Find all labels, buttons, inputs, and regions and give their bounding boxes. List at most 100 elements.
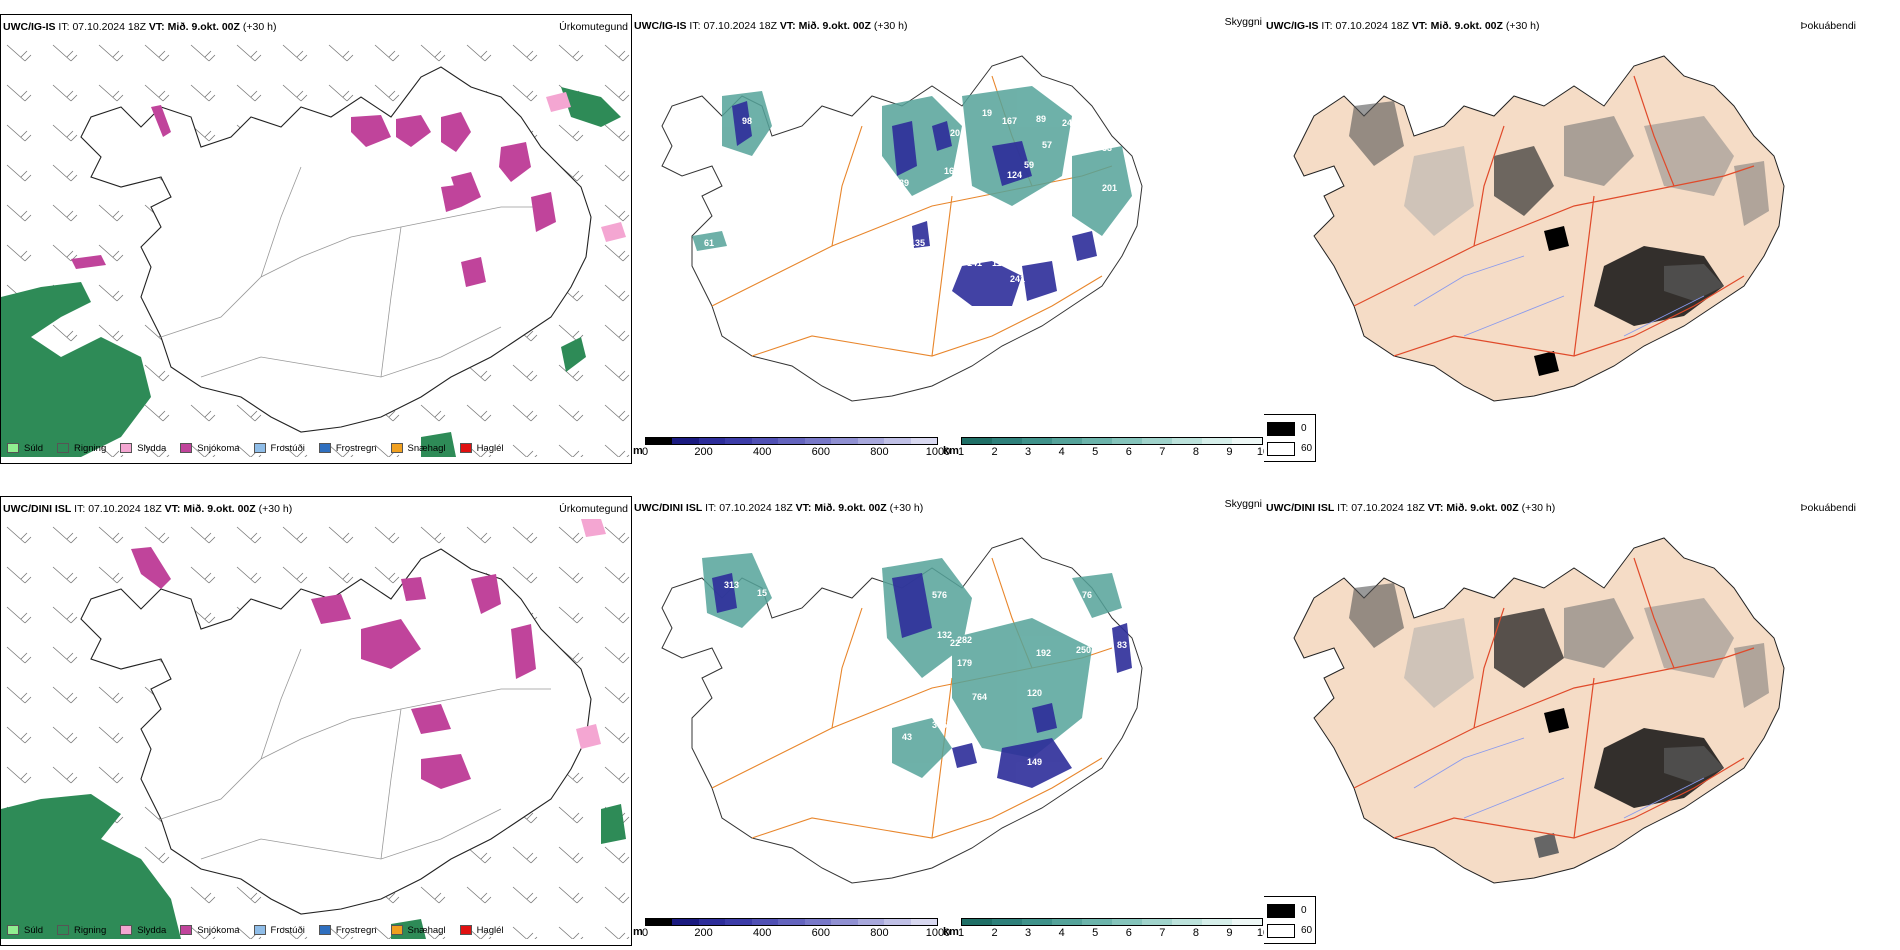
legend-swatch — [459, 443, 472, 453]
legend-item: Frostúði — [253, 925, 305, 936]
legend-swatch — [390, 925, 403, 935]
cloud-label: 764 — [972, 692, 987, 702]
sleet-areas — [576, 519, 606, 749]
cloud-label: 59 — [1024, 160, 1034, 170]
colorbar-tick: 4 — [1058, 927, 1065, 939]
colorbar-segment — [884, 438, 911, 444]
colorbar-segment — [646, 919, 673, 925]
colorbar-segment — [725, 438, 752, 444]
cloud-label: 135 — [910, 238, 925, 248]
legend-item: Súld — [7, 925, 43, 936]
panel-title: Úrkomutegund — [559, 503, 628, 515]
legend-item: Slydda — [120, 443, 166, 454]
cloud-label: 61 — [704, 238, 714, 248]
colorbar-segment — [1112, 919, 1142, 925]
cloud-map-top: 98 19 167 89 240 57 124 139 169 146 217 … — [661, 55, 1143, 402]
colorbar-tick: 3 — [1025, 446, 1032, 458]
legend-swatch — [7, 925, 19, 935]
precip-legend: Súld Rigning Slydda Snjókoma Frostúði Fr… — [1, 435, 512, 461]
colorbar-tick: 800 — [870, 446, 889, 458]
colorbar-tick: 5 — [1092, 927, 1099, 939]
colorbar-segment — [910, 438, 937, 444]
cloud-label: 19 — [982, 108, 992, 118]
colorbar-tick: 600 — [811, 927, 830, 939]
colorbar-segment — [672, 919, 699, 925]
fog-panel-top: UWC/IG-IS IT: 07.10.2024 18Z VT: Mið. 9.… — [1264, 14, 1900, 464]
cloud-label: 192 — [1036, 648, 1051, 658]
colorbar-meters-top: m 0 200 400 600 800 1000 — [633, 437, 950, 461]
legend-swatch — [57, 443, 70, 453]
cloud-label: 76 — [1082, 590, 1092, 600]
colorbar-segment — [698, 919, 726, 925]
colorbar-tick: 1 — [957, 446, 965, 458]
snow-areas — [71, 105, 556, 287]
cloud-label: 125 — [1070, 758, 1085, 768]
legend-item: Snæhagl — [390, 925, 446, 936]
legend-item: Snjókoma — [180, 925, 240, 936]
legend-item: Rigning — [57, 925, 106, 936]
legend-item: Haglél — [459, 443, 504, 454]
sleet-areas — [546, 92, 626, 242]
colorbar-tick: 5 — [1092, 446, 1099, 458]
cloud-label: 179 — [957, 658, 972, 668]
panel-title: Úrkomutegund — [559, 21, 628, 33]
colorbar-tick: 1 — [957, 927, 965, 939]
colorbar-tick: 800 — [870, 927, 889, 939]
colorbar-tick: 200 — [694, 927, 713, 939]
cloud-label: 132 — [937, 630, 952, 640]
colorbar-segment — [698, 438, 726, 444]
cloud-label: 169 — [944, 166, 959, 176]
cloud-label: 576 — [932, 590, 947, 600]
panel-header: UWC/IG-IS IT: 07.10.2024 18Z VT: Mið. 9.… — [634, 20, 908, 32]
colorbar-tick: 1000 — [925, 927, 951, 939]
cloud-label: 57 — [1042, 140, 1052, 150]
cloud-label: 282 — [957, 635, 972, 645]
colorbar-tick: 0 — [641, 927, 649, 939]
panel-header: UWC/IG-IS IT: 07.10.2024 18Z VT: Mið. 9.… — [1266, 20, 1540, 32]
legend-item: Súld — [7, 443, 43, 454]
cloud-label: 89 — [1036, 114, 1046, 124]
cloud-label: 103 — [982, 752, 997, 762]
legend-swatch — [253, 925, 266, 935]
cloud-label: 82 — [1062, 260, 1072, 270]
cloud-areas-blue — [732, 101, 1097, 306]
cloud-label: 146 — [1000, 208, 1015, 218]
legend-swatch — [459, 925, 472, 935]
panel-title: Þokuábendi — [1800, 502, 1856, 514]
cloud-label: 149 — [1027, 757, 1042, 767]
colorbar-tick: 6 — [1125, 927, 1132, 939]
panel-header: UWC/DINI ISL IT: 07.10.2024 18Z VT: Mið.… — [634, 502, 924, 514]
roads — [711, 75, 1113, 357]
iceland-outline — [80, 548, 592, 915]
cloud-label: 167 — [1002, 116, 1017, 126]
cloud-label: 305 — [932, 720, 947, 730]
cloud-label: 43 — [902, 732, 912, 742]
cloud-label: 11 — [992, 258, 1002, 268]
cloud-label: 139 — [894, 178, 909, 188]
cloud-panel-top: UWC/IG-IS IT: 07.10.2024 18Z VT: Mið. 9.… — [632, 14, 1264, 464]
cloud-label: 120 — [1027, 688, 1042, 698]
cloud-value-labels: 98 19 167 89 240 57 124 139 169 146 217 … — [704, 108, 1117, 284]
colorbar-segment — [646, 438, 673, 444]
colorbar-segment — [1052, 919, 1082, 925]
colorbar-km-bottom: km 1 2 3 4 5 6 7 8 9 10 — [943, 918, 1269, 942]
colorbar-unit: m — [633, 445, 643, 457]
colorbar-tick: 600 — [811, 446, 830, 458]
colorbar-km-top: km 1 2 3 4 5 6 7 8 9 10 — [943, 437, 1269, 461]
colorbar-segment — [751, 919, 779, 925]
colorbar-segment — [857, 919, 885, 925]
colorbar-segment — [910, 919, 937, 925]
cloud-label: 15 — [757, 588, 767, 598]
cloud-label: 313 — [724, 580, 739, 590]
fog-shading — [1349, 583, 1769, 858]
colorbar-segment — [1172, 919, 1202, 925]
rivers — [1413, 255, 1705, 337]
colorbar-segment — [1172, 438, 1202, 444]
cloud-label: 83 — [977, 228, 987, 238]
fog-legend-label: 60 — [1301, 925, 1313, 936]
rain-areas — [1, 87, 621, 457]
precip-legend: Súld Rigning Slydda Snjókoma Frostúði Fr… — [1, 917, 512, 943]
colorbar-tick: 8 — [1192, 446, 1199, 458]
cloud-label: 250 — [1076, 645, 1091, 655]
precip-map-bottom — [1, 519, 631, 939]
